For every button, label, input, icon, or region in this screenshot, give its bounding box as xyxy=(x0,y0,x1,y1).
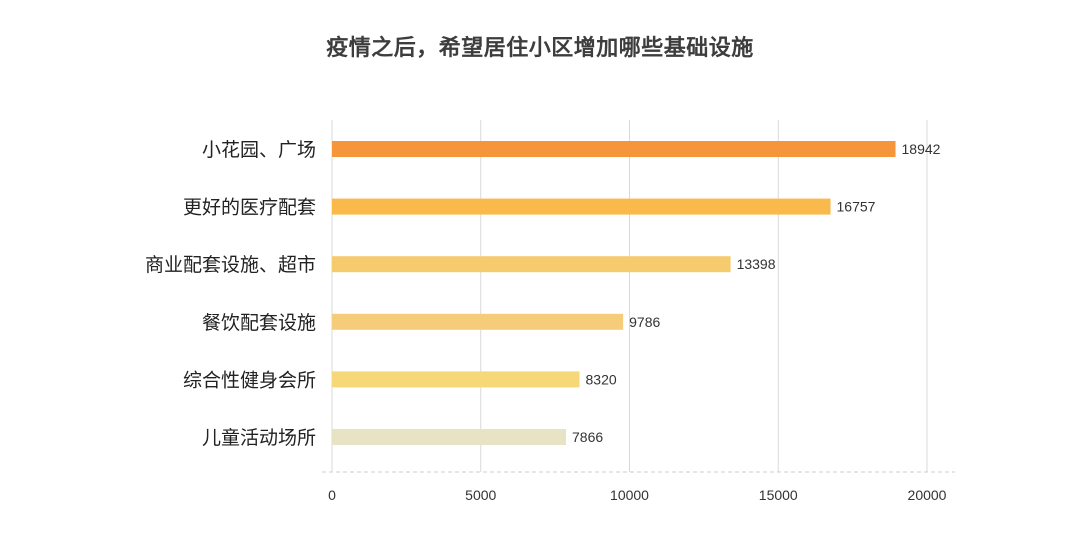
bar xyxy=(332,141,896,157)
data-label: 13398 xyxy=(737,256,776,272)
x-tick-label: 20000 xyxy=(908,487,947,503)
data-label: 7866 xyxy=(572,429,603,445)
data-label: 9786 xyxy=(629,314,660,330)
bar xyxy=(332,256,731,273)
bar xyxy=(332,198,831,215)
data-label: 8320 xyxy=(586,371,617,387)
category-label: 餐饮配套设施 xyxy=(202,312,316,334)
bar xyxy=(332,371,580,388)
category-label: 商业配套设施、超市 xyxy=(145,254,316,276)
bar xyxy=(332,313,624,330)
data-label: 18942 xyxy=(902,141,941,157)
chart-title: 疫情之后，希望居住小区增加哪些基础设施 xyxy=(326,36,754,61)
x-tick-label: 15000 xyxy=(759,487,798,503)
x-tick-label: 0 xyxy=(328,487,336,503)
bar xyxy=(332,429,567,445)
category-label: 儿童活动场所 xyxy=(202,427,316,449)
category-label: 小花园、广场 xyxy=(202,139,316,161)
x-tick-label: 5000 xyxy=(465,487,496,503)
data-label: 16757 xyxy=(837,199,876,215)
category-label: 综合性健身会所 xyxy=(183,369,316,391)
x-tick-label: 10000 xyxy=(610,487,649,503)
category-label: 更好的医疗配套 xyxy=(183,197,316,219)
